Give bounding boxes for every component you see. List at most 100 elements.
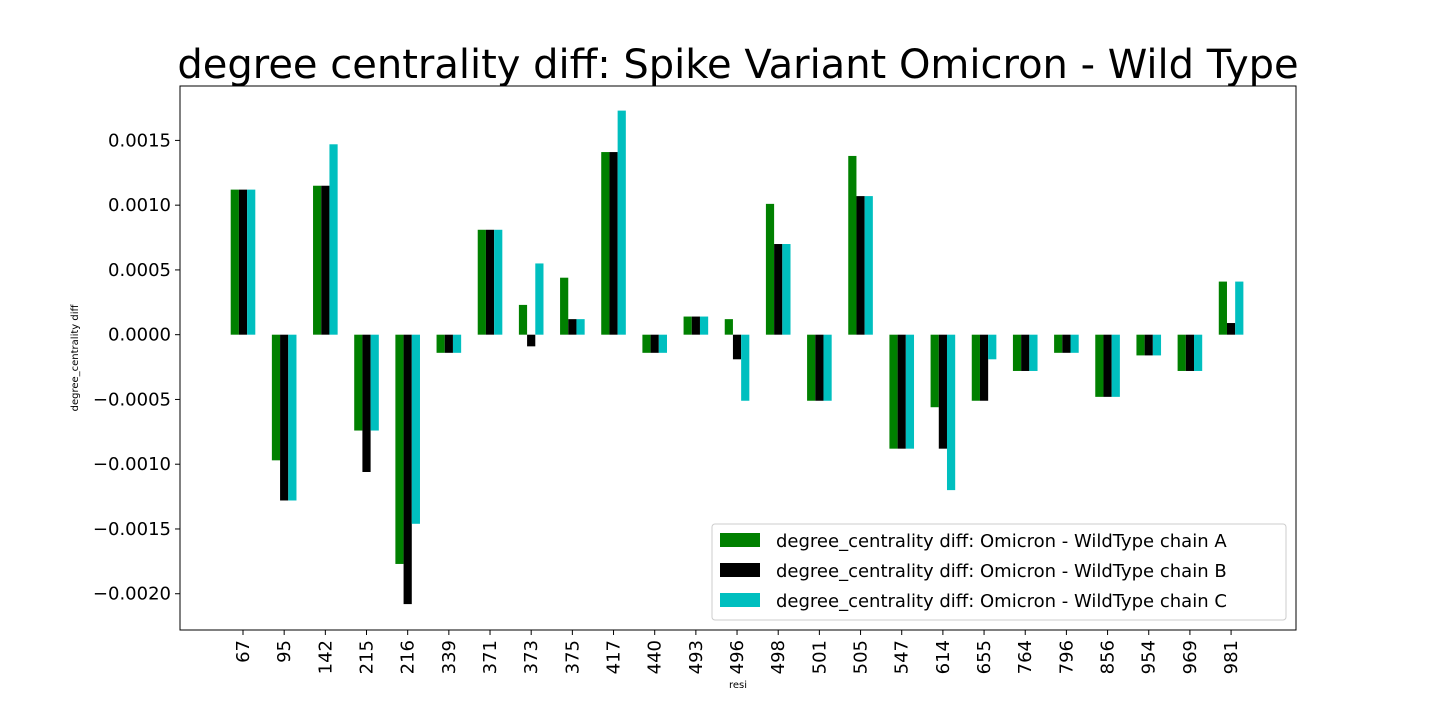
x-tick-label: 373: [521, 640, 542, 674]
bar-969-chain-a: [1177, 334, 1186, 371]
x-tick-label: 417: [604, 640, 625, 674]
x-tick-label: 95: [274, 640, 295, 663]
bar-954-chain-b: [1144, 334, 1153, 356]
bar-216-chain-a: [395, 334, 404, 564]
bar-142-chain-c: [329, 144, 338, 335]
bar-440-chain-a: [642, 334, 651, 353]
x-tick-label: 856: [1098, 640, 1119, 674]
y-tick-label: −0.0005: [93, 389, 171, 410]
x-tick-label: 498: [768, 640, 789, 674]
x-tick-label: 501: [809, 640, 830, 674]
x-tick-label: 142: [315, 640, 336, 674]
bar-95-chain-a: [271, 334, 281, 461]
bar-547-chain-a: [889, 334, 898, 449]
bar-373-chain-a: [518, 304, 528, 335]
bar-981-chain-a: [1218, 281, 1227, 335]
bar-547-chain-b: [897, 334, 906, 449]
legend-box: [711, 523, 1287, 621]
x-tick-label: 505: [851, 640, 872, 674]
bar-371-chain-c: [494, 229, 503, 335]
bar-375-chain-b: [568, 319, 577, 335]
bar-493-chain-a: [683, 316, 692, 335]
bar-375-chain-c: [576, 319, 585, 335]
bar-505-chain-b: [856, 196, 865, 335]
bar-216-chain-c: [411, 334, 420, 524]
y-tick-label: −0.0015: [93, 519, 171, 540]
bar-796-chain-a: [1054, 334, 1063, 353]
x-tick-label: 493: [686, 640, 707, 674]
y-tick-label: 0.0000: [108, 325, 171, 346]
bar-496-chain-b: [732, 334, 742, 360]
bar-764-chain-b: [1021, 334, 1030, 371]
x-tick-label: 796: [1056, 640, 1077, 674]
bar-215-chain-b: [362, 334, 371, 472]
bar-614-chain-c: [946, 334, 956, 491]
bar-796-chain-c: [1070, 334, 1079, 353]
bar-67-chain-a: [230, 189, 239, 335]
x-tick-label: 440: [645, 640, 666, 674]
bar-95-chain-b: [280, 334, 289, 501]
y-axis: −0.0020 −0.0015 −0.0010 −0.0005 0.0000 0.0005…: [93, 130, 180, 605]
x-tick-label: 496: [727, 640, 748, 674]
x-tick-label: 215: [357, 640, 378, 674]
bar-969-chain-c: [1194, 334, 1203, 371]
bar-856-chain-a: [1095, 334, 1104, 397]
bar-505-chain-c: [864, 196, 873, 335]
bar-796-chain-b: [1062, 334, 1071, 353]
bar-764-chain-c: [1029, 334, 1038, 371]
bar-371-chain-a: [477, 229, 486, 335]
plot-frame: [179, 85, 1297, 631]
y-tick-label: 0.0005: [108, 260, 171, 281]
y-tick-label: 0.0010: [108, 195, 171, 216]
x-axis-label: resi: [729, 680, 747, 691]
bar-371-chain-b: [485, 229, 495, 335]
bar-339-chain-a: [436, 334, 445, 353]
legend-label-chain-c: degree_centrality diff: Omicron - WildTy…: [776, 591, 1227, 612]
bar-440-chain-b: [650, 334, 659, 353]
x-tick-label: 67: [233, 640, 254, 663]
legend-label-chain-a: degree_centrality diff: Omicron - WildTy…: [776, 531, 1227, 552]
bar-614-chain-b: [938, 334, 947, 449]
bar-142-chain-b: [321, 185, 330, 335]
y-tick-label: 0.0015: [108, 130, 171, 151]
x-tick-label: 954: [1139, 640, 1160, 674]
bar-655-chain-c: [988, 334, 997, 360]
bar-764-chain-a: [1012, 334, 1022, 371]
bar-498-chain-c: [782, 244, 791, 335]
x-tick-label: 216: [398, 640, 419, 674]
x-axis: 67 95 142 215 216 339 371 373 375 417 440 493 496 498…: [233, 630, 1242, 674]
bar-856-chain-c: [1111, 334, 1120, 397]
bar-67-chain-c: [247, 189, 256, 335]
bars-layer: [230, 110, 1244, 605]
y-tick-label: −0.0020: [93, 584, 171, 605]
x-tick-label: 969: [1180, 640, 1201, 674]
bar-373-chain-c: [535, 263, 544, 335]
bar-505-chain-a: [848, 155, 857, 335]
bar-417-chain-b: [609, 152, 618, 335]
legend-swatch-chain-c: [720, 593, 760, 607]
legend-swatch-chain-b: [720, 563, 760, 577]
bar-493-chain-c: [699, 316, 709, 335]
bar-655-chain-b: [979, 334, 989, 401]
bar-498-chain-b: [774, 244, 783, 335]
x-tick-label: 339: [439, 640, 460, 674]
legend: degree_centrality diff: Omicron - WildTy…: [711, 523, 1287, 621]
bar-373-chain-b: [527, 334, 536, 347]
bar-954-chain-c: [1152, 334, 1162, 356]
x-tick-label: 764: [1015, 640, 1036, 674]
bar-493-chain-b: [691, 316, 700, 335]
legend-swatch-chain-a: [720, 533, 760, 547]
bar-501-chain-b: [815, 334, 824, 401]
bar-67-chain-b: [238, 189, 248, 335]
x-tick-label: 371: [480, 640, 501, 674]
bar-417-chain-c: [617, 110, 626, 335]
bar-375-chain-a: [560, 277, 569, 335]
y-axis-label: degree_centrality diff: [70, 304, 81, 412]
bar-215-chain-a: [354, 334, 363, 431]
bar-339-chain-b: [444, 334, 453, 353]
bar-142-chain-a: [313, 185, 322, 335]
bar-856-chain-b: [1103, 334, 1112, 397]
bar-981-chain-c: [1235, 281, 1244, 335]
bar-498-chain-a: [765, 203, 775, 335]
